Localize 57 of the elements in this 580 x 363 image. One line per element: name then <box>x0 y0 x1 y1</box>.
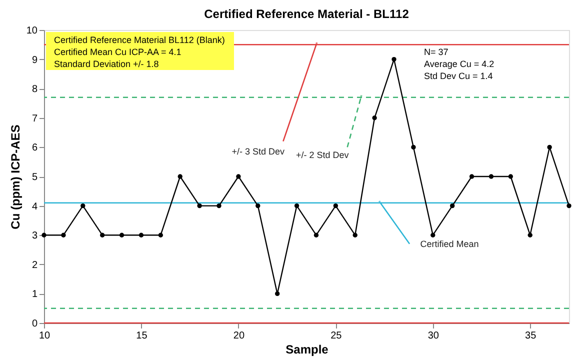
x-tick-label: 30 <box>428 330 440 342</box>
point <box>274 291 280 296</box>
y-tick-label: 6 <box>32 142 38 154</box>
annotation: +/- 3 Std Dev <box>232 146 286 156</box>
y-tick-label: 1 <box>32 289 38 300</box>
point <box>236 174 241 179</box>
point <box>352 232 358 238</box>
point <box>333 203 338 208</box>
annotation: N= 37 <box>424 47 448 57</box>
point <box>469 174 474 179</box>
point <box>430 232 436 238</box>
x-tick-label: 15 <box>136 330 148 342</box>
point <box>450 203 455 208</box>
annotation: Standard Deviation +/- 1.8 <box>54 59 159 69</box>
y-tick-label: 3 <box>32 230 38 242</box>
x-tick-label: 35 <box>525 330 537 342</box>
point <box>61 232 66 238</box>
point <box>392 56 396 62</box>
x-tick-label: 10 <box>38 330 50 342</box>
point <box>138 232 144 238</box>
annotation: Average Cu = 4.2 <box>424 59 494 69</box>
point <box>100 232 105 238</box>
point <box>314 232 319 238</box>
point <box>528 232 532 238</box>
point <box>547 144 552 150</box>
point <box>158 232 164 238</box>
point <box>42 232 46 238</box>
x-axis-title: Sample <box>286 342 329 356</box>
point <box>80 203 86 208</box>
annotation: Certified Mean Cu ICP-AA = 4.1 <box>54 47 182 57</box>
point <box>508 174 514 179</box>
y-tick-label: 10 <box>26 26 38 36</box>
chart-title: Certified Reference Material - BL112 <box>204 7 410 21</box>
y-tick-label: 2 <box>32 260 38 271</box>
annotation: +/- 2 Std Dev <box>296 150 350 160</box>
x-tick-label: 25 <box>330 330 342 342</box>
y-tick-label: 5 <box>32 172 38 183</box>
point <box>488 174 494 179</box>
y-tick-label: 8 <box>32 84 38 96</box>
annotation: Std Dev Cu = 1.4 <box>424 71 493 81</box>
x-tick-label: 20 <box>233 330 245 342</box>
point <box>256 203 260 208</box>
y-tick-label: 9 <box>32 54 38 66</box>
y-tick-label: 7 <box>32 113 38 124</box>
y-tick-label: 4 <box>32 201 38 212</box>
point <box>566 203 572 208</box>
point <box>294 203 300 208</box>
point <box>411 144 416 150</box>
y-tick-label: 0 <box>32 318 38 330</box>
annotation: Certified Mean <box>420 238 479 249</box>
point <box>197 203 202 208</box>
point <box>119 232 124 238</box>
point <box>178 174 182 179</box>
point <box>216 203 222 208</box>
point <box>372 116 377 120</box>
annotation: Certified Reference Material BL112 (Blank) <box>54 35 225 45</box>
y-axis-title: Cu (ppm) ICP-AES <box>8 124 22 230</box>
